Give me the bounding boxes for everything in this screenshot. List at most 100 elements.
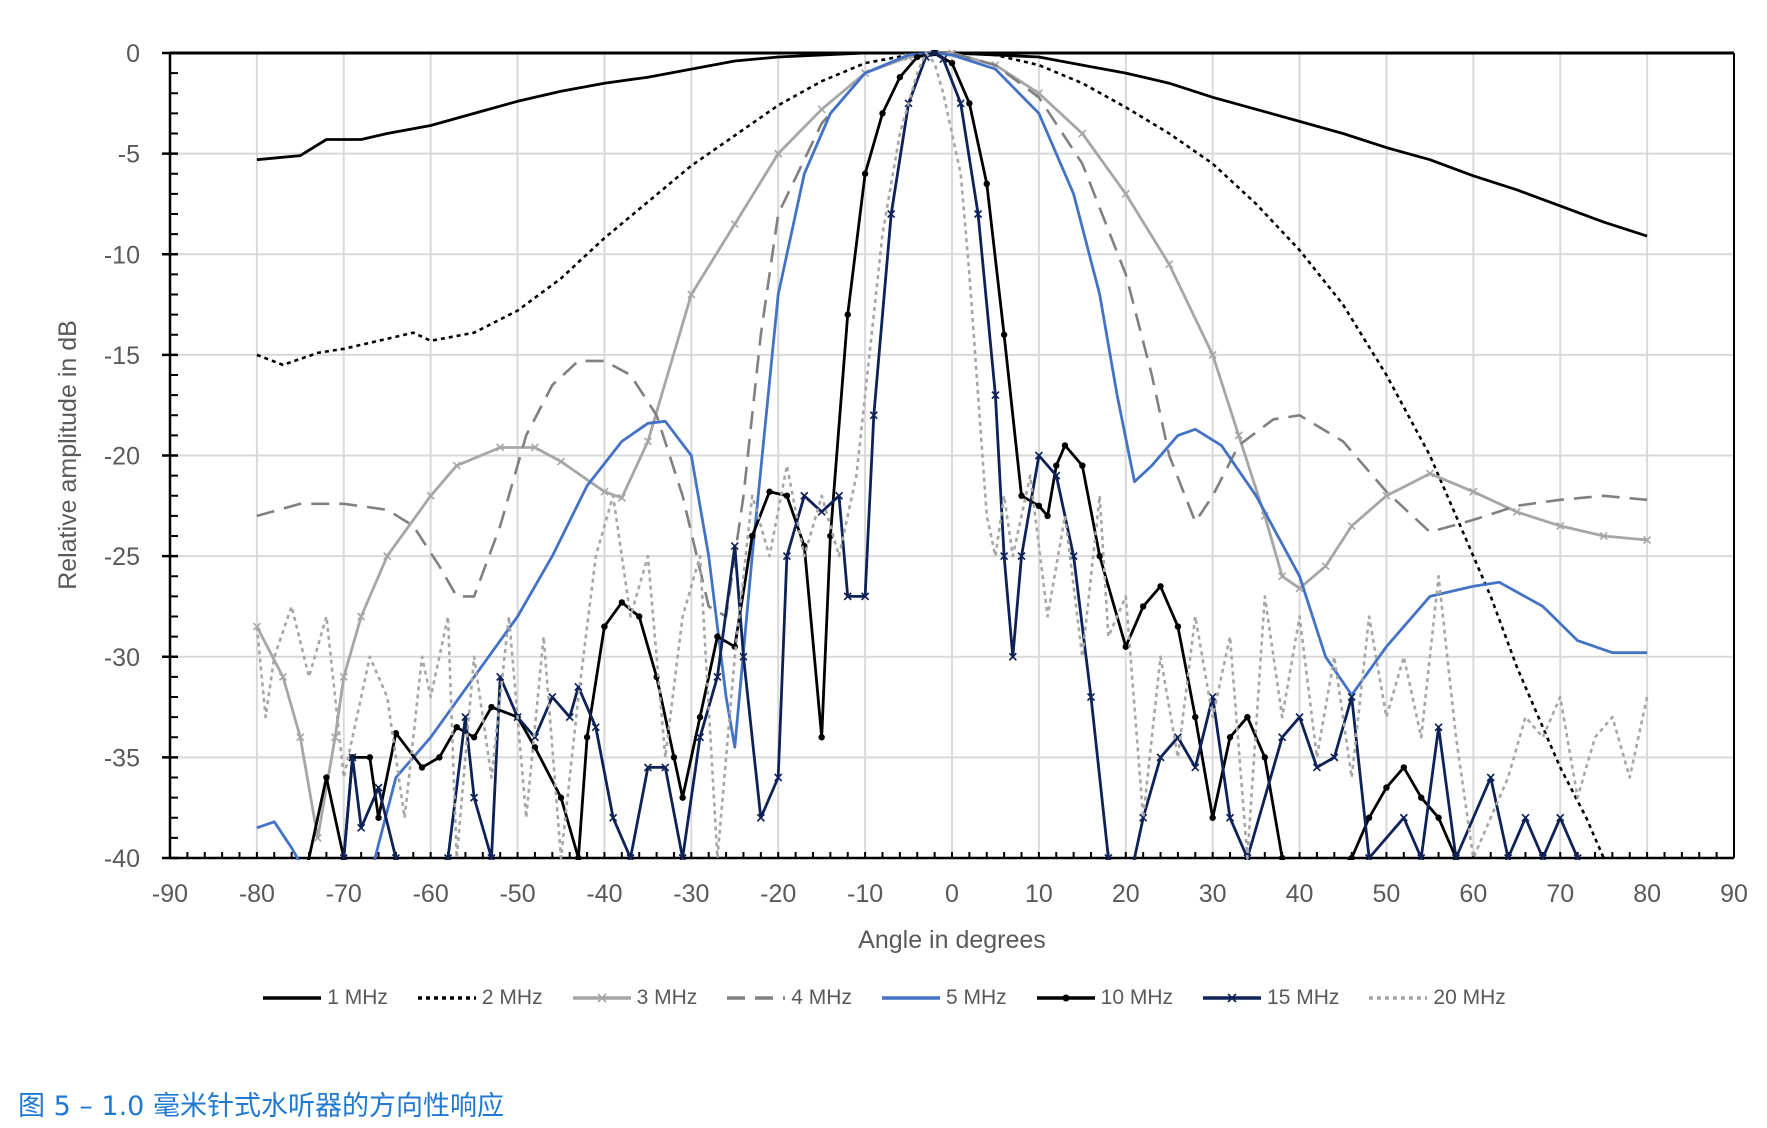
point-marker bbox=[1165, 260, 1174, 269]
x-tick-label: 30 bbox=[1199, 880, 1227, 908]
point-marker bbox=[1261, 754, 1269, 761]
point-marker bbox=[375, 814, 382, 821]
point-marker bbox=[1034, 451, 1043, 460]
point-marker bbox=[1191, 763, 1200, 772]
point-marker bbox=[348, 753, 357, 762]
point-marker bbox=[1312, 763, 1321, 772]
point-marker bbox=[296, 733, 305, 742]
point-marker bbox=[1295, 713, 1304, 722]
point-marker bbox=[1451, 853, 1461, 860]
series-15-mhz bbox=[339, 50, 1582, 860]
point-marker bbox=[1000, 331, 1008, 338]
point-marker bbox=[1226, 734, 1234, 741]
y-tick-label: -5 bbox=[118, 141, 140, 169]
point-marker bbox=[392, 730, 400, 737]
point-marker bbox=[739, 652, 748, 661]
point-marker bbox=[939, 54, 948, 64]
point-marker bbox=[695, 733, 705, 742]
point-marker bbox=[1061, 442, 1069, 449]
point-marker bbox=[643, 437, 652, 446]
legend-item-5-mhz: 5 MHz bbox=[880, 986, 1007, 1010]
point-marker bbox=[1278, 854, 1286, 860]
point-marker bbox=[1435, 814, 1442, 821]
point-marker bbox=[426, 491, 435, 500]
point-marker bbox=[556, 457, 566, 466]
point-marker bbox=[1418, 794, 1425, 801]
point-marker bbox=[1382, 491, 1391, 500]
legend-label: 4 MHz bbox=[791, 986, 852, 1009]
point-marker bbox=[331, 733, 340, 742]
x-tick-label: -50 bbox=[499, 880, 535, 908]
point-marker bbox=[1512, 507, 1521, 516]
y-tick-label: -10 bbox=[104, 241, 140, 269]
y-tick-label: 0 bbox=[126, 40, 140, 68]
series-group bbox=[252, 50, 1652, 860]
y-tick-label: -30 bbox=[104, 644, 140, 672]
point-marker bbox=[1347, 692, 1356, 702]
x-tick-label: -20 bbox=[760, 880, 796, 908]
legend-label: 5 MHz bbox=[945, 986, 1007, 1009]
point-marker bbox=[470, 734, 478, 741]
point-marker bbox=[1104, 853, 1113, 860]
point-marker bbox=[1096, 552, 1103, 560]
x-tick-label: -70 bbox=[326, 880, 362, 908]
x-tick-label: 0 bbox=[945, 880, 959, 908]
point-marker bbox=[896, 73, 904, 81]
point-marker bbox=[774, 149, 783, 158]
point-marker bbox=[565, 713, 574, 722]
point-marker bbox=[983, 180, 990, 188]
point-marker bbox=[1365, 814, 1373, 821]
point-marker bbox=[774, 773, 783, 782]
point-marker bbox=[834, 491, 844, 500]
x-tick-label: -60 bbox=[413, 880, 449, 908]
point-marker bbox=[948, 59, 956, 67]
y-tick-label: -35 bbox=[104, 744, 140, 772]
point-marker bbox=[530, 443, 539, 452]
legend-swatch bbox=[881, 996, 940, 1000]
point-marker bbox=[1400, 764, 1408, 771]
point-marker bbox=[626, 853, 635, 860]
point-marker bbox=[1078, 129, 1087, 138]
point-marker bbox=[843, 592, 852, 601]
point-marker bbox=[487, 853, 496, 860]
legend: 1 MHz 2 MHz 3 MHz 4 MHz 5 MHz 10 MHz 15 MHz 20 … bbox=[0, 986, 1767, 1010]
point-marker bbox=[443, 853, 453, 860]
x-tick-label: 80 bbox=[1633, 880, 1661, 908]
point-marker bbox=[1209, 814, 1216, 821]
point-marker bbox=[1035, 502, 1043, 510]
point-marker bbox=[1434, 723, 1443, 732]
point-marker bbox=[591, 723, 600, 732]
point-marker bbox=[1643, 535, 1652, 545]
point-marker bbox=[1008, 652, 1017, 661]
point-marker bbox=[1365, 853, 1374, 860]
x-tick-label: 50 bbox=[1373, 880, 1401, 908]
legend-label: 3 MHz bbox=[636, 986, 698, 1009]
point-marker bbox=[1504, 853, 1513, 860]
point-marker bbox=[339, 672, 348, 681]
point-marker bbox=[1017, 552, 1026, 561]
x-tick-label: 40 bbox=[1286, 880, 1314, 908]
x-tick-label: 10 bbox=[1025, 880, 1053, 908]
point-marker bbox=[966, 100, 973, 107]
point-marker bbox=[453, 723, 460, 731]
point-marker bbox=[1417, 853, 1426, 860]
legend-swatch bbox=[1203, 993, 1262, 1003]
x-tick-label: 60 bbox=[1459, 880, 1487, 908]
point-marker bbox=[618, 599, 626, 606]
point-marker bbox=[548, 692, 557, 702]
point-marker bbox=[914, 53, 921, 61]
point-marker bbox=[617, 493, 626, 502]
series-10-mhz bbox=[307, 50, 1460, 860]
point-marker bbox=[783, 492, 791, 499]
legend-item-10-mhz: 10 MHz bbox=[1035, 986, 1173, 1010]
legend-item-3-mhz: 3 MHz bbox=[571, 986, 698, 1010]
point-marker bbox=[1469, 487, 1478, 496]
point-marker bbox=[609, 813, 618, 822]
point-marker bbox=[1139, 813, 1148, 822]
point-marker bbox=[861, 592, 870, 601]
point-marker bbox=[583, 734, 591, 741]
point-marker bbox=[670, 754, 678, 761]
line-5-mhz bbox=[256, 51, 1648, 860]
point-marker bbox=[687, 290, 696, 299]
point-marker bbox=[817, 507, 826, 516]
